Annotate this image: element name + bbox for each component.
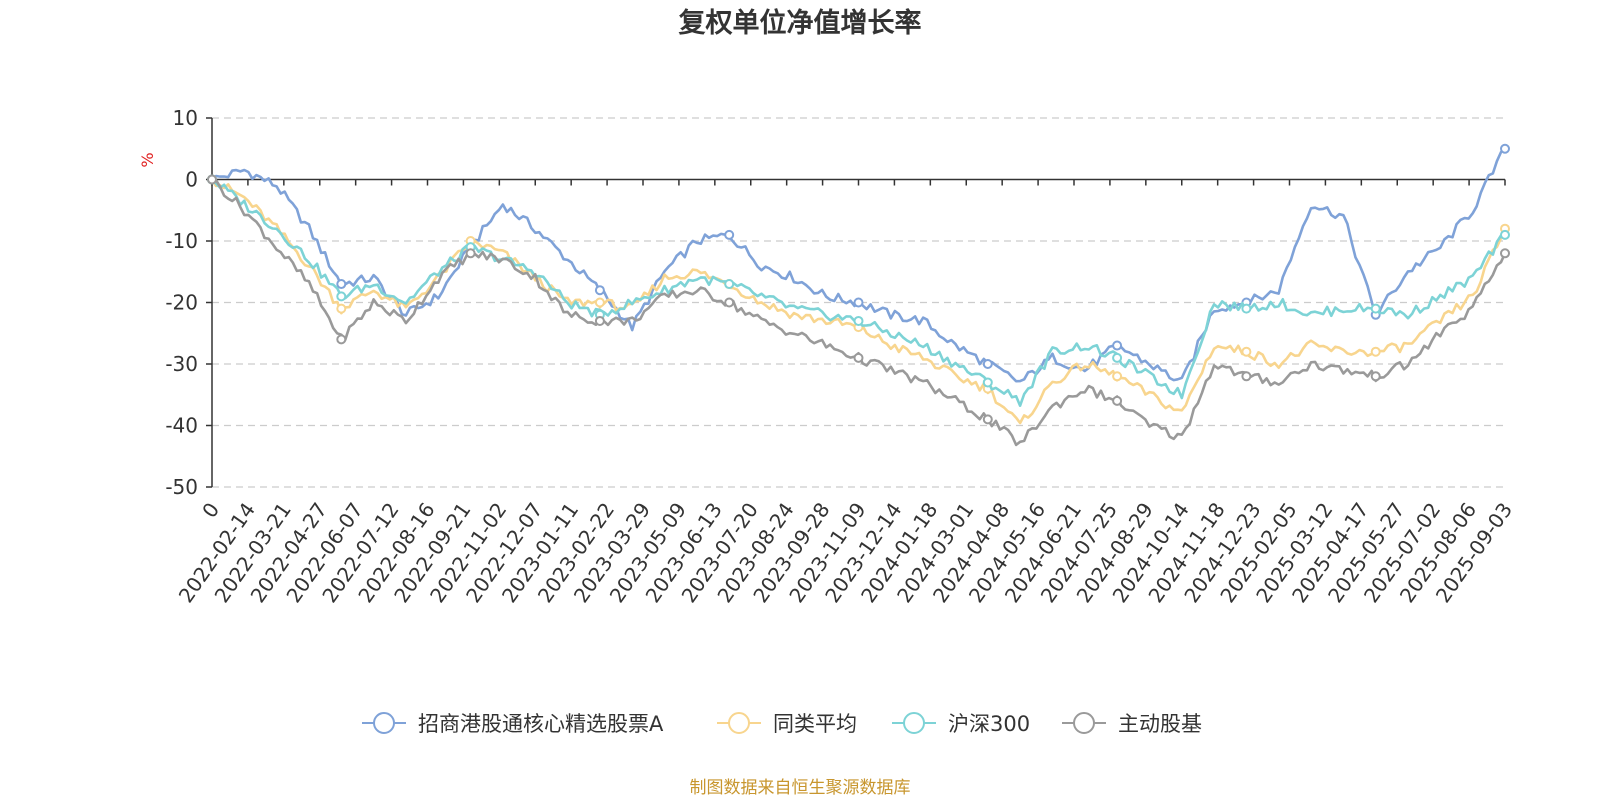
series-point xyxy=(594,315,605,326)
series-point xyxy=(1500,248,1510,259)
legend-marker-icon xyxy=(903,712,925,734)
series-point xyxy=(1500,143,1510,154)
series-point xyxy=(1370,371,1381,382)
y-tick-label: -10 xyxy=(165,229,198,253)
legend-item[interactable]: 主动股基 xyxy=(1062,712,1202,736)
legend-item[interactable]: 沪深300 xyxy=(892,712,1030,736)
legend-label: 沪深300 xyxy=(948,712,1030,736)
series-lines xyxy=(207,143,1510,447)
y-tick-label: 0 xyxy=(185,168,198,192)
y-tick-label: 10 xyxy=(173,106,198,130)
series-point xyxy=(1241,303,1252,314)
series-point xyxy=(1241,371,1252,382)
axes: 100-10-20-30-40-5002022-02-142022-03-212… xyxy=(165,106,1517,607)
series-point xyxy=(982,414,993,425)
series-point xyxy=(724,229,735,240)
legend-marker-icon xyxy=(373,712,395,734)
series-point xyxy=(982,359,993,369)
y-tick-label: -40 xyxy=(165,414,198,438)
series-line xyxy=(211,178,1506,408)
series-point xyxy=(1370,303,1381,314)
series-point xyxy=(1500,229,1510,240)
series-point xyxy=(1370,346,1381,357)
series-point xyxy=(1112,340,1123,351)
x-tick-label: 0 xyxy=(197,498,224,522)
series-point xyxy=(207,174,217,185)
series-point xyxy=(1112,371,1123,382)
y-tick-label: -30 xyxy=(165,352,198,376)
chart-title: 复权单位净值增长率 xyxy=(679,7,922,39)
series-point xyxy=(724,297,735,308)
legend-label: 招商港股通核心精选股票A xyxy=(418,712,664,736)
series-point xyxy=(336,279,347,290)
series-point xyxy=(336,291,347,302)
legend-label: 同类平均 xyxy=(773,712,857,736)
legend-label: 主动股基 xyxy=(1118,712,1202,736)
source-note: 制图数据来自恒生聚源数据库 xyxy=(690,778,911,798)
series-point xyxy=(853,297,864,308)
legend-marker-icon xyxy=(728,712,750,734)
y-tick-label: -50 xyxy=(165,475,198,499)
series-point xyxy=(853,352,864,363)
series-point xyxy=(594,285,605,296)
legend-marker-icon xyxy=(1073,712,1095,734)
series-point xyxy=(1241,346,1252,357)
series-point xyxy=(594,297,605,308)
series-point xyxy=(336,334,347,345)
series-point xyxy=(1112,352,1123,363)
series-point xyxy=(982,377,993,388)
legend: 招商港股通核心精选股票A 同类平均 沪深300 主动股基 xyxy=(362,712,1202,736)
legend-item[interactable]: 同类平均 xyxy=(717,712,857,736)
series-point xyxy=(1112,395,1123,406)
legend-item[interactable]: 招商港股通核心精选股票A xyxy=(362,712,664,736)
series-point xyxy=(853,315,864,326)
series-point xyxy=(724,279,735,290)
y-axis-unit: % xyxy=(138,152,157,167)
y-tick-label: -20 xyxy=(165,291,198,315)
series-point xyxy=(465,248,476,259)
series-point xyxy=(336,303,347,314)
